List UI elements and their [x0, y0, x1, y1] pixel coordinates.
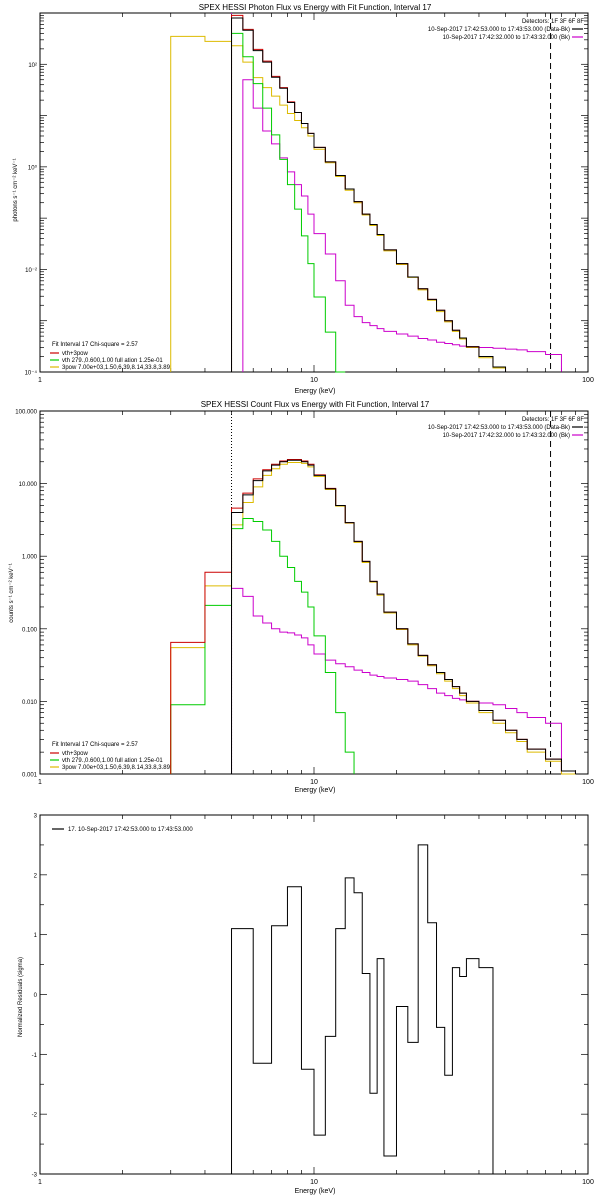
photon-flux-legend-total: vth+3pow	[62, 351, 89, 357]
x-tick-label: 100	[582, 779, 594, 786]
y-tick-label: -2	[32, 1113, 38, 1119]
photon-flux-xlabel: Energy (keV)	[295, 388, 336, 395]
x-tick-label: 1	[38, 377, 42, 384]
photon-flux-title: SPEX HESSI Photon Flux vs Energy with Fi…	[199, 3, 432, 12]
residuals-xlabel: Energy (keV)	[295, 1188, 336, 1195]
series-vth-line	[170, 518, 355, 774]
y-tick-label: 0.100	[22, 627, 38, 633]
x-tick-label: 10	[310, 779, 318, 786]
residuals-ylabel: Normalized Residuals (sigma)	[18, 957, 24, 1037]
photon-flux-detectors-label: Detectors: 1F 3F 6F 8F	[522, 19, 584, 25]
y-tick-label: 10⁰	[28, 164, 38, 171]
y-tick-label: 2	[34, 873, 38, 879]
residuals-legend-label: 17. 10-Sep-2017 17:42:53.000 to 17:43:53…	[68, 827, 193, 833]
plot-frame-0	[39, 12, 589, 373]
x-tick-label: 1	[38, 779, 42, 786]
photon-flux-data-interval-label: 10-Sep-2017 17:42:53.000 to 17:43:53.000…	[428, 27, 570, 33]
count-flux-data-interval-label: 10-Sep-2017 17:42:53.000 to 17:43:53.000…	[428, 425, 570, 431]
y-tick-label: -3	[32, 1173, 38, 1179]
y-tick-label: 10⁻⁴	[25, 370, 38, 377]
photon-flux-legend-powerlaw: 3pow 7.00e+03,1.50,6.39,8.14,33.8,3.89	[62, 365, 171, 371]
series-vth-line	[231, 32, 346, 373]
series-bk-line	[231, 587, 562, 774]
series-data-line	[231, 459, 576, 774]
count-flux-xlabel: Energy (keV)	[295, 787, 336, 794]
photon-flux-panel: SPEX HESSI Photon Flux vs Energy with Fi…	[13, 3, 594, 395]
count-flux-legend-total: vth+3pow	[62, 751, 89, 757]
y-tick-label: 0.001	[22, 773, 38, 779]
count-flux-title: SPEX HESSI Count Flux vs Energy with Fit…	[201, 400, 430, 409]
y-tick-label: 1	[34, 933, 38, 939]
series-3pow-line	[170, 462, 576, 775]
series-data-line	[231, 17, 562, 373]
x-tick-label: 100	[582, 377, 594, 384]
count-flux-bk-interval-label: 10-Sep-2017 17:42:32.000 to 17:43:32.000…	[443, 433, 570, 439]
y-tick-label: 10²	[28, 63, 37, 69]
x-tick-label: 10	[310, 377, 318, 384]
count-flux-legend-thermal: vth 279.,0.600,1.00 full ation 1.25e-01	[62, 758, 163, 764]
residuals-panel: Energy (keV) Normalized Residuals (sigma…	[18, 814, 594, 1196]
y-tick-label: 100.000	[15, 410, 37, 416]
y-tick-label: -1	[32, 1053, 38, 1059]
series-17--line	[231, 844, 494, 1174]
count-flux-fit-interval-label: Fit Interval 17 Chi-square = 2.57	[52, 742, 139, 748]
series-vth-3pow-line	[231, 14, 562, 373]
photon-flux-legend-thermal: vth 279.,0.600,1.00 full ation 1.25e-01	[62, 358, 163, 364]
x-tick-label: 1	[38, 1179, 42, 1186]
y-tick-label: 10⁻²	[25, 268, 37, 274]
series-3pow-line	[170, 35, 562, 373]
y-tick-label: 1.000	[22, 555, 38, 561]
photon-flux-fit-interval-label: Fit Interval 17 Chi-square = 2.57	[52, 342, 139, 348]
x-tick-label: 10	[310, 1179, 318, 1186]
count-flux-ylabel: counts s⁻¹ cm⁻² keV⁻¹	[9, 563, 15, 623]
y-tick-label: 10.000	[19, 482, 38, 488]
count-flux-panel: SPEX HESSI Count Flux vs Energy with Fit…	[9, 400, 594, 794]
y-tick-label: 0.010	[22, 700, 38, 706]
count-flux-legend-powerlaw: 3pow 7.00e+03,1.50,6.39,8.14,33.8,3.89	[62, 765, 171, 771]
y-tick-label: 0	[34, 993, 38, 999]
y-tick-label: 3	[34, 814, 38, 820]
series-bk-line	[242, 79, 562, 372]
count-flux-detectors-label: Detectors: 1F 3F 6F 8F	[522, 417, 584, 423]
photon-flux-bk-interval-label: 10-Sep-2017 17:42:32.000 to 17:43:32.000…	[443, 35, 570, 41]
photon-flux-ylabel: photons s⁻¹ cm⁻² keV⁻¹	[13, 158, 19, 221]
x-tick-label: 100	[582, 1179, 594, 1186]
